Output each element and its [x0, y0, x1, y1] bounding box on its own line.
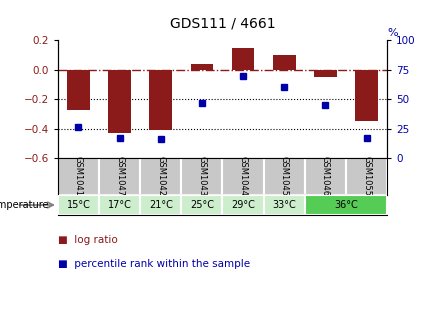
Bar [182, 158, 222, 195]
Text: ■  percentile rank within the sample: ■ percentile rank within the sample [58, 259, 250, 269]
Text: GSM1045: GSM1045 [280, 157, 289, 197]
Bar [140, 195, 182, 215]
Text: GSM1043: GSM1043 [198, 157, 206, 197]
Bar [305, 158, 346, 195]
Bar [108, 70, 131, 133]
Bar [67, 70, 90, 110]
Text: GSM1046: GSM1046 [321, 157, 330, 197]
Bar [190, 64, 213, 70]
Text: 29°C: 29°C [231, 200, 255, 210]
Bar [150, 70, 172, 130]
Text: temperature: temperature [0, 200, 49, 210]
Bar [232, 48, 255, 70]
Text: 36°C: 36°C [334, 200, 358, 210]
Text: GSM1055: GSM1055 [362, 157, 371, 197]
Text: GSM1044: GSM1044 [239, 157, 247, 197]
Bar [273, 55, 295, 70]
Bar [346, 158, 387, 195]
Text: 17°C: 17°C [108, 200, 132, 210]
Bar [355, 70, 378, 121]
Text: 15°C: 15°C [66, 200, 90, 210]
Text: GSM1041: GSM1041 [74, 157, 83, 197]
Bar [58, 195, 99, 215]
Bar [264, 195, 305, 215]
Text: ■  log ratio: ■ log ratio [58, 235, 117, 245]
Bar [264, 158, 305, 195]
Text: 33°C: 33°C [272, 200, 296, 210]
Bar [182, 195, 222, 215]
Bar [305, 195, 387, 215]
Text: GDS111 / 4661: GDS111 / 4661 [170, 17, 275, 31]
Bar [58, 158, 99, 195]
Bar [140, 158, 182, 195]
Text: %: % [387, 28, 398, 38]
Bar [99, 195, 140, 215]
Text: GSM1042: GSM1042 [156, 157, 165, 197]
Text: GSM1047: GSM1047 [115, 157, 124, 197]
Bar [314, 70, 337, 77]
Text: 25°C: 25°C [190, 200, 214, 210]
Bar [222, 158, 263, 195]
Bar [99, 158, 140, 195]
Bar [222, 195, 263, 215]
Text: 21°C: 21°C [149, 200, 173, 210]
